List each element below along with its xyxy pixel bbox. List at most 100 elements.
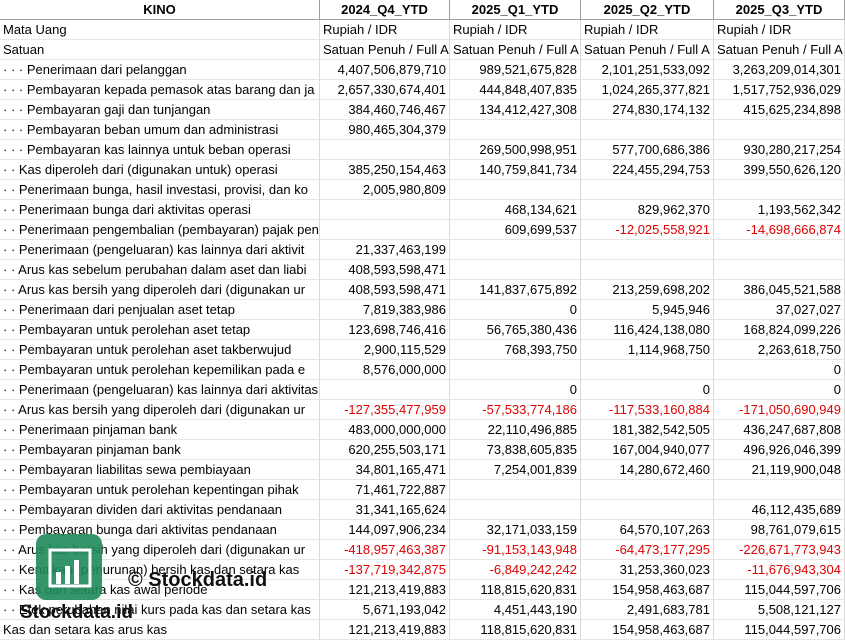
row-label: · · Efek perubahan nilai kurs pada kas d… <box>0 600 320 620</box>
value-cell: 116,424,138,080 <box>581 320 714 340</box>
value-cell: 8,576,000,000 <box>320 360 450 380</box>
value-cell: 408,593,598,471 <box>320 280 450 300</box>
value-cell: 0 <box>581 380 714 400</box>
value-cell: 385,250,154,463 <box>320 160 450 180</box>
row-label: · · · Pembayaran beban umum dan administ… <box>0 120 320 140</box>
value-cell: 274,830,174,132 <box>581 100 714 120</box>
value-cell: 213,259,698,202 <box>581 280 714 300</box>
info-cell: Satuan Penuh / Full A <box>581 40 714 60</box>
value-cell: 141,837,675,892 <box>450 280 581 300</box>
value-cell: 5,945,946 <box>581 300 714 320</box>
value-cell: -64,473,177,295 <box>581 540 714 560</box>
info-cell: Satuan Penuh / Full A <box>714 40 845 60</box>
value-cell: 123,698,746,416 <box>320 320 450 340</box>
value-cell <box>714 480 845 500</box>
value-cell: 620,255,503,171 <box>320 440 450 460</box>
value-cell: -226,671,773,943 <box>714 540 845 560</box>
row-label: · · Pembayaran bunga dari aktivitas pend… <box>0 520 320 540</box>
column-header: 2025_Q3_YTD <box>714 0 845 20</box>
info-cell: Satuan Penuh / Full A <box>320 40 450 60</box>
value-cell: -12,025,558,921 <box>581 220 714 240</box>
info-cell: Rupiah / IDR <box>450 20 581 40</box>
row-label: · · Pembayaran untuk perolehan aset takb… <box>0 340 320 360</box>
value-cell: -57,533,774,186 <box>450 400 581 420</box>
value-cell: 4,451,443,190 <box>450 600 581 620</box>
value-cell: 483,000,000,000 <box>320 420 450 440</box>
logo-icon <box>48 548 92 588</box>
row-label: · · Pembayaran untuk perolehan aset teta… <box>0 320 320 340</box>
row-label: Satuan <box>0 40 320 60</box>
row-label: · · Penerimaan pinjaman bank <box>0 420 320 440</box>
value-cell: 21,119,900,048 <box>714 460 845 480</box>
value-cell: 181,382,542,505 <box>581 420 714 440</box>
value-cell: 32,171,033,159 <box>450 520 581 540</box>
value-cell <box>320 140 450 160</box>
value-cell <box>581 260 714 280</box>
value-cell <box>450 120 581 140</box>
value-cell: 140,759,841,734 <box>450 160 581 180</box>
value-cell: 577,700,686,386 <box>581 140 714 160</box>
watermark-logo-text: Stockdata.id <box>20 602 133 623</box>
value-cell: 98,761,079,615 <box>714 520 845 540</box>
value-cell: 384,460,746,467 <box>320 100 450 120</box>
value-cell: 609,699,537 <box>450 220 581 240</box>
value-cell: 2,491,683,781 <box>581 600 714 620</box>
value-cell <box>450 180 581 200</box>
value-cell: 0 <box>450 300 581 320</box>
value-cell: 7,254,001,839 <box>450 460 581 480</box>
row-label: · · Arus kas sebelum perubahan dalam ase… <box>0 260 320 280</box>
value-cell: 118,815,620,831 <box>450 620 581 640</box>
row-label: · · Penerimaan pengembalian (pembayaran)… <box>0 220 320 240</box>
value-cell: 115,044,597,706 <box>714 620 845 640</box>
value-cell <box>714 120 845 140</box>
value-cell: 115,044,597,706 <box>714 580 845 600</box>
value-cell <box>320 380 450 400</box>
row-label: · · · Pembayaran kas lainnya untuk beban… <box>0 140 320 160</box>
value-cell <box>450 360 581 380</box>
value-cell <box>581 180 714 200</box>
value-cell: 1,024,265,377,821 <box>581 80 714 100</box>
value-cell: 989,521,675,828 <box>450 60 581 80</box>
value-cell: 2,263,618,750 <box>714 340 845 360</box>
value-cell: 768,393,750 <box>450 340 581 360</box>
value-cell: 64,570,107,263 <box>581 520 714 540</box>
value-cell: -171,050,690,949 <box>714 400 845 420</box>
value-cell: 4,407,506,879,710 <box>320 60 450 80</box>
value-cell: 2,657,330,674,401 <box>320 80 450 100</box>
value-cell: 980,465,304,379 <box>320 120 450 140</box>
row-label: · · · Pembayaran kepada pemasok atas bar… <box>0 80 320 100</box>
row-label: · · Kas diperoleh dari (digunakan untuk)… <box>0 160 320 180</box>
row-label: · · Pembayaran liabilitas sewa pembiayaa… <box>0 460 320 480</box>
value-cell: 444,848,407,835 <box>450 80 581 100</box>
value-cell: 167,004,940,077 <box>581 440 714 460</box>
row-label: · · Pembayaran untuk perolehan kepemilik… <box>0 360 320 380</box>
value-cell: 121,213,419,883 <box>320 620 450 640</box>
value-cell: 496,926,046,399 <box>714 440 845 460</box>
value-cell: 1,193,562,342 <box>714 200 845 220</box>
value-cell: 829,962,370 <box>581 200 714 220</box>
value-cell: 121,213,419,883 <box>320 580 450 600</box>
value-cell: 2,900,115,529 <box>320 340 450 360</box>
value-cell: 144,097,906,234 <box>320 520 450 540</box>
value-cell: 71,461,722,887 <box>320 480 450 500</box>
value-cell: 56,765,380,436 <box>450 320 581 340</box>
value-cell: 468,134,621 <box>450 200 581 220</box>
value-cell: 408,593,598,471 <box>320 260 450 280</box>
value-cell: 2,101,251,533,092 <box>581 60 714 80</box>
value-cell: -137,719,342,875 <box>320 560 450 580</box>
value-cell: 0 <box>714 360 845 380</box>
value-cell: 0 <box>450 380 581 400</box>
value-cell <box>581 500 714 520</box>
row-label: · · Penerimaan (pengeluaran) kas lainnya… <box>0 380 320 400</box>
value-cell: 22,110,496,885 <box>450 420 581 440</box>
row-label: · · Penerimaan (pengeluaran) kas lainnya… <box>0 240 320 260</box>
info-cell: Rupiah / IDR <box>320 20 450 40</box>
info-cell: Rupiah / IDR <box>581 20 714 40</box>
value-cell: 46,112,435,689 <box>714 500 845 520</box>
value-cell: 154,958,463,687 <box>581 580 714 600</box>
value-cell: 21,337,463,199 <box>320 240 450 260</box>
value-cell: 2,005,980,809 <box>320 180 450 200</box>
value-cell <box>450 480 581 500</box>
value-cell: 5,671,193,042 <box>320 600 450 620</box>
value-cell: 224,455,294,753 <box>581 160 714 180</box>
